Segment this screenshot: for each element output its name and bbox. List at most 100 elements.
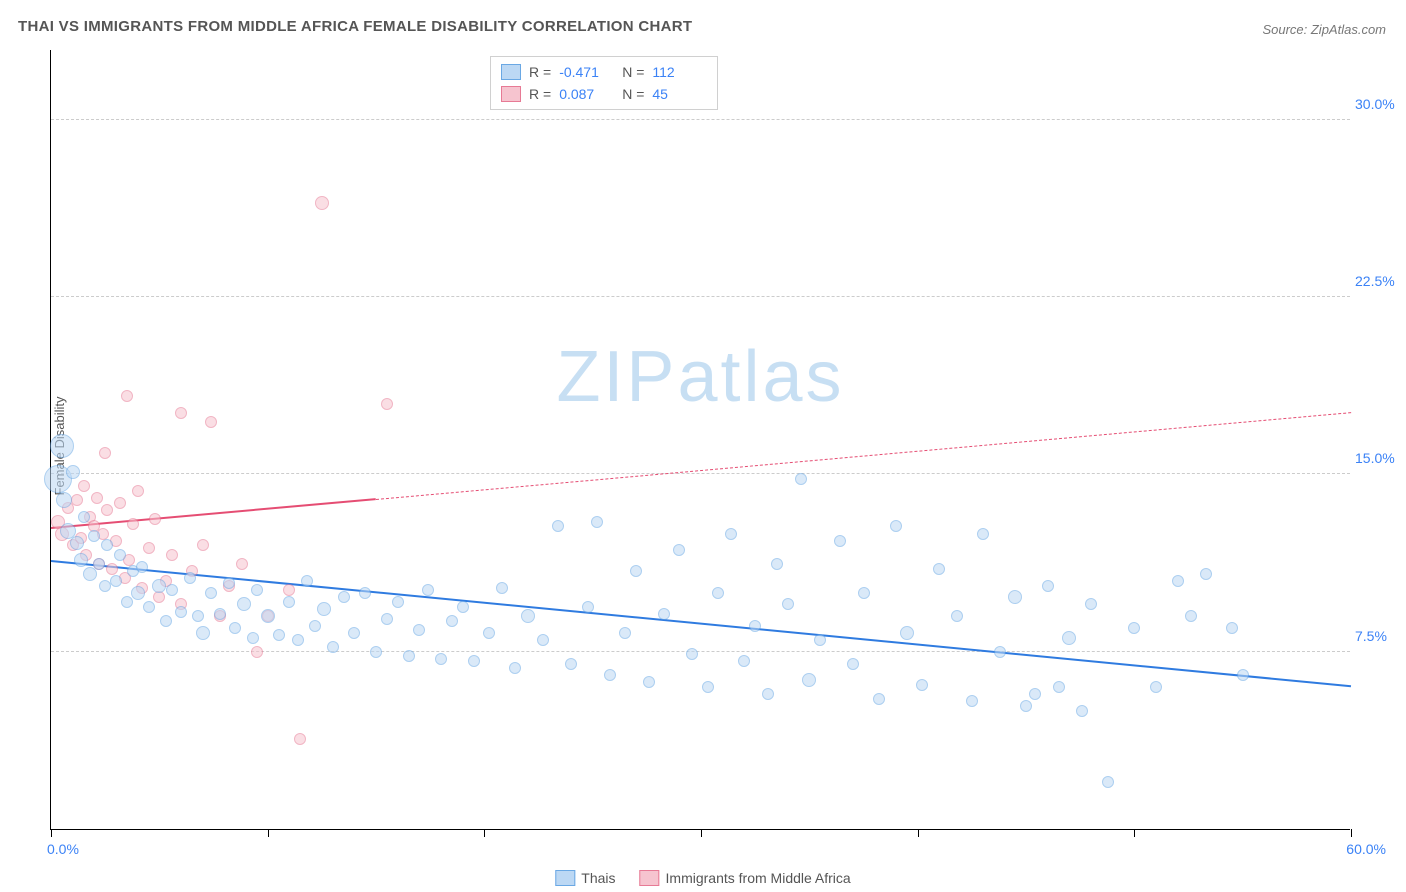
data-point (153, 591, 165, 603)
data-point (175, 606, 187, 618)
data-point (496, 582, 508, 594)
data-point (422, 584, 434, 596)
data-point (106, 563, 118, 575)
data-point (214, 608, 226, 620)
data-point (71, 494, 83, 506)
data-point (251, 584, 263, 596)
data-point (136, 561, 148, 573)
gridline-horizontal (51, 651, 1350, 652)
data-point (468, 655, 480, 667)
data-point (327, 641, 339, 653)
data-point (78, 480, 90, 492)
data-point (725, 528, 737, 540)
data-point (413, 624, 425, 636)
data-point (91, 492, 103, 504)
data-point (70, 536, 84, 550)
data-point (552, 520, 564, 532)
data-point (1042, 580, 1054, 592)
data-point (1102, 776, 1114, 788)
data-point (152, 579, 166, 593)
watermark-text: ZIPatlas (556, 336, 844, 418)
data-point (229, 622, 241, 634)
data-point (317, 602, 331, 616)
data-point (771, 558, 783, 570)
data-point (143, 601, 155, 613)
data-point (738, 655, 750, 667)
x-tick (1351, 829, 1352, 837)
legend-swatch (555, 870, 575, 886)
data-point (619, 627, 631, 639)
legend-stat-label: N = (622, 86, 644, 102)
data-point (643, 676, 655, 688)
data-point (66, 465, 80, 479)
data-point (50, 434, 74, 458)
data-point (392, 596, 404, 608)
data-point (1200, 568, 1212, 580)
data-point (814, 634, 826, 646)
data-point (994, 646, 1006, 658)
data-point (457, 601, 469, 613)
data-point (114, 497, 126, 509)
data-point (1226, 622, 1238, 634)
data-point (261, 609, 275, 623)
data-point (537, 634, 549, 646)
data-point (251, 646, 263, 658)
data-point (900, 626, 914, 640)
data-point (283, 596, 295, 608)
legend-item: Thais (555, 870, 615, 886)
data-point (301, 575, 313, 587)
data-point (604, 669, 616, 681)
x-tick-label-end: 60.0% (1346, 841, 1386, 857)
data-point (101, 539, 113, 551)
gridline-horizontal (51, 119, 1350, 120)
data-point (1053, 681, 1065, 693)
y-tick-label: 7.5% (1355, 628, 1405, 644)
data-point (205, 416, 217, 428)
data-point (658, 608, 670, 620)
legend-label: Immigrants from Middle Africa (666, 870, 851, 886)
data-point (223, 577, 235, 589)
data-point (237, 597, 251, 611)
data-point (565, 658, 577, 670)
data-point (381, 613, 393, 625)
data-point (166, 584, 178, 596)
data-point (381, 398, 393, 410)
data-point (847, 658, 859, 670)
data-point (99, 447, 111, 459)
data-point (916, 679, 928, 691)
data-point (1076, 705, 1088, 717)
data-point (509, 662, 521, 674)
data-point (160, 615, 172, 627)
data-point (749, 620, 761, 632)
data-point (591, 516, 603, 528)
data-point (74, 553, 88, 567)
x-tick (701, 829, 702, 837)
data-point (1085, 598, 1097, 610)
data-point (630, 565, 642, 577)
correlation-legend: R = -0.471N = 112R = 0.087N = 45 (490, 56, 718, 110)
data-point (338, 591, 350, 603)
data-point (294, 733, 306, 745)
data-point (205, 587, 217, 599)
data-point (196, 626, 210, 640)
x-tick (1134, 829, 1135, 837)
x-tick-label-start: 0.0% (47, 841, 79, 857)
trend-line (51, 560, 1351, 687)
data-point (762, 688, 774, 700)
x-tick (918, 829, 919, 837)
data-point (890, 520, 902, 532)
data-point (315, 196, 329, 210)
data-point (403, 650, 415, 662)
legend-label: Thais (581, 870, 615, 886)
trend-line (376, 412, 1351, 500)
data-point (175, 407, 187, 419)
data-point (132, 485, 144, 497)
legend-row: R = -0.471N = 112 (501, 61, 707, 83)
chart-plot-area: ZIPatlas 7.5%15.0%22.5%30.0%0.0%60.0% (50, 50, 1350, 830)
data-point (121, 596, 133, 608)
x-tick (484, 829, 485, 837)
data-point (56, 492, 72, 508)
series-legend: Thais Immigrants from Middle Africa (555, 870, 850, 886)
data-point (795, 473, 807, 485)
watermark-bold: ZIP (556, 337, 677, 417)
